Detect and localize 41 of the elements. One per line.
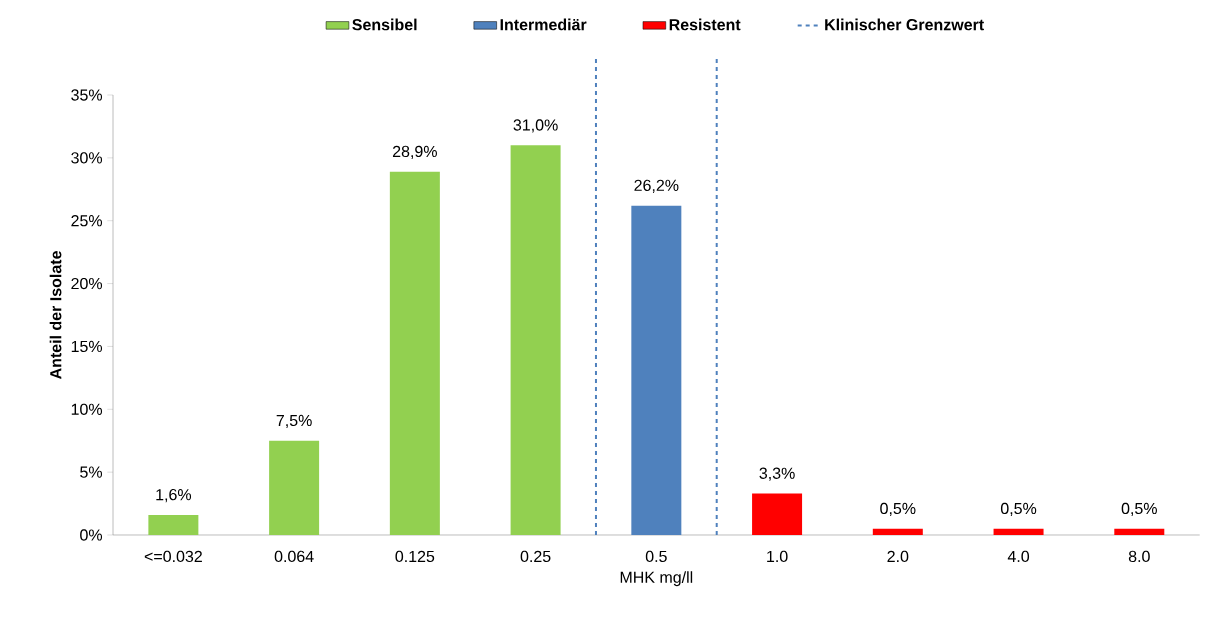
bar	[631, 205, 682, 535]
data-label: 7,5%	[276, 414, 312, 429]
y-tick-label: 35%	[71, 89, 103, 101]
data-label: 31,0%	[513, 119, 558, 133]
y-tick-label: 10%	[71, 403, 103, 415]
data-label: 0,5%	[1000, 502, 1037, 517]
y-tick-label: 30%	[71, 152, 103, 164]
bar	[269, 440, 320, 535]
x-tick-label: 0.125	[395, 550, 435, 563]
y-tick-label: 15%	[71, 340, 103, 353]
text: Klinischer Grenzwert	[825, 18, 984, 31]
data-label: 28,9%	[392, 145, 437, 159]
y-tick-label: 25%	[71, 215, 103, 227]
bar	[752, 493, 803, 535]
legend-label: Resistent	[669, 18, 741, 31]
legend-label: Sensibel	[352, 18, 417, 31]
y-tick-label: 5%	[80, 466, 103, 478]
bar	[993, 528, 1044, 535]
x-tick-label: 0.25	[520, 550, 551, 563]
data-label: 0,5%	[880, 502, 916, 517]
x-tick-label: 4.0	[1007, 550, 1030, 563]
data-label: 3,3%	[759, 467, 795, 481]
bar	[148, 514, 199, 535]
x-tick-label: 0.5	[645, 550, 667, 563]
bar	[510, 145, 561, 535]
x-axis-title: MHK mg/ll	[620, 571, 693, 587]
x-tick-label: 8.0	[1128, 550, 1150, 563]
x-tick-label: 0.064	[274, 550, 314, 563]
x-tick-label: <=0.032	[144, 550, 202, 563]
y-tick-label: 0%	[80, 529, 103, 541]
bar	[1114, 528, 1165, 535]
y-axis-title: Anteil der Isolate	[49, 251, 62, 380]
bar	[389, 171, 440, 535]
legend-label: Intermediär	[500, 18, 587, 31]
x-tick-label: 1.0	[767, 550, 788, 563]
x-tick-label: 2.0	[887, 550, 909, 563]
data-label: 26,2%	[634, 179, 679, 193]
y-tick-label: 20%	[71, 277, 103, 290]
bar	[872, 528, 923, 535]
data-label: 0,5%	[1121, 502, 1157, 517]
data-label: 1,6%	[156, 488, 192, 503]
